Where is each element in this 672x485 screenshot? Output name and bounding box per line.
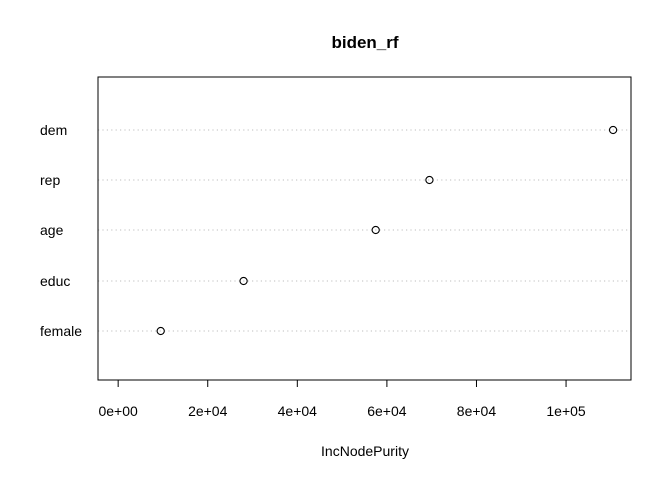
- x-tick-label-4: 8e+04: [457, 403, 497, 419]
- category-label-age: age: [40, 222, 64, 238]
- x-axis: 0e+00 2e+04 4e+04 6e+04 8e+04 1e+05: [98, 379, 586, 419]
- guide-lines: [98, 129, 631, 332]
- point-female: [156, 326, 165, 336]
- category-label-educ: educ: [40, 273, 70, 289]
- point-dem: [608, 125, 618, 135]
- chart-title: biden_rf: [331, 33, 398, 52]
- data-points: [156, 125, 618, 336]
- x-tick-label-3: 6e+04: [367, 403, 407, 419]
- category-label-female: female: [40, 323, 82, 339]
- category-label-dem: dem: [40, 122, 67, 138]
- x-tick-label-5: 1e+05: [546, 403, 586, 419]
- x-tick-label-1: 2e+04: [188, 403, 228, 419]
- point-educ: [239, 276, 248, 286]
- x-axis-title: IncNodePurity: [321, 443, 409, 459]
- point-rep: [425, 175, 434, 185]
- category-labels: dem rep age educ female: [40, 122, 82, 339]
- x-tick-label-2: 4e+04: [278, 403, 318, 419]
- x-tick-label-0: 0e+00: [98, 403, 138, 419]
- point-age: [371, 225, 380, 235]
- category-label-rep: rep: [40, 172, 60, 188]
- plot-frame: [97, 76, 632, 381]
